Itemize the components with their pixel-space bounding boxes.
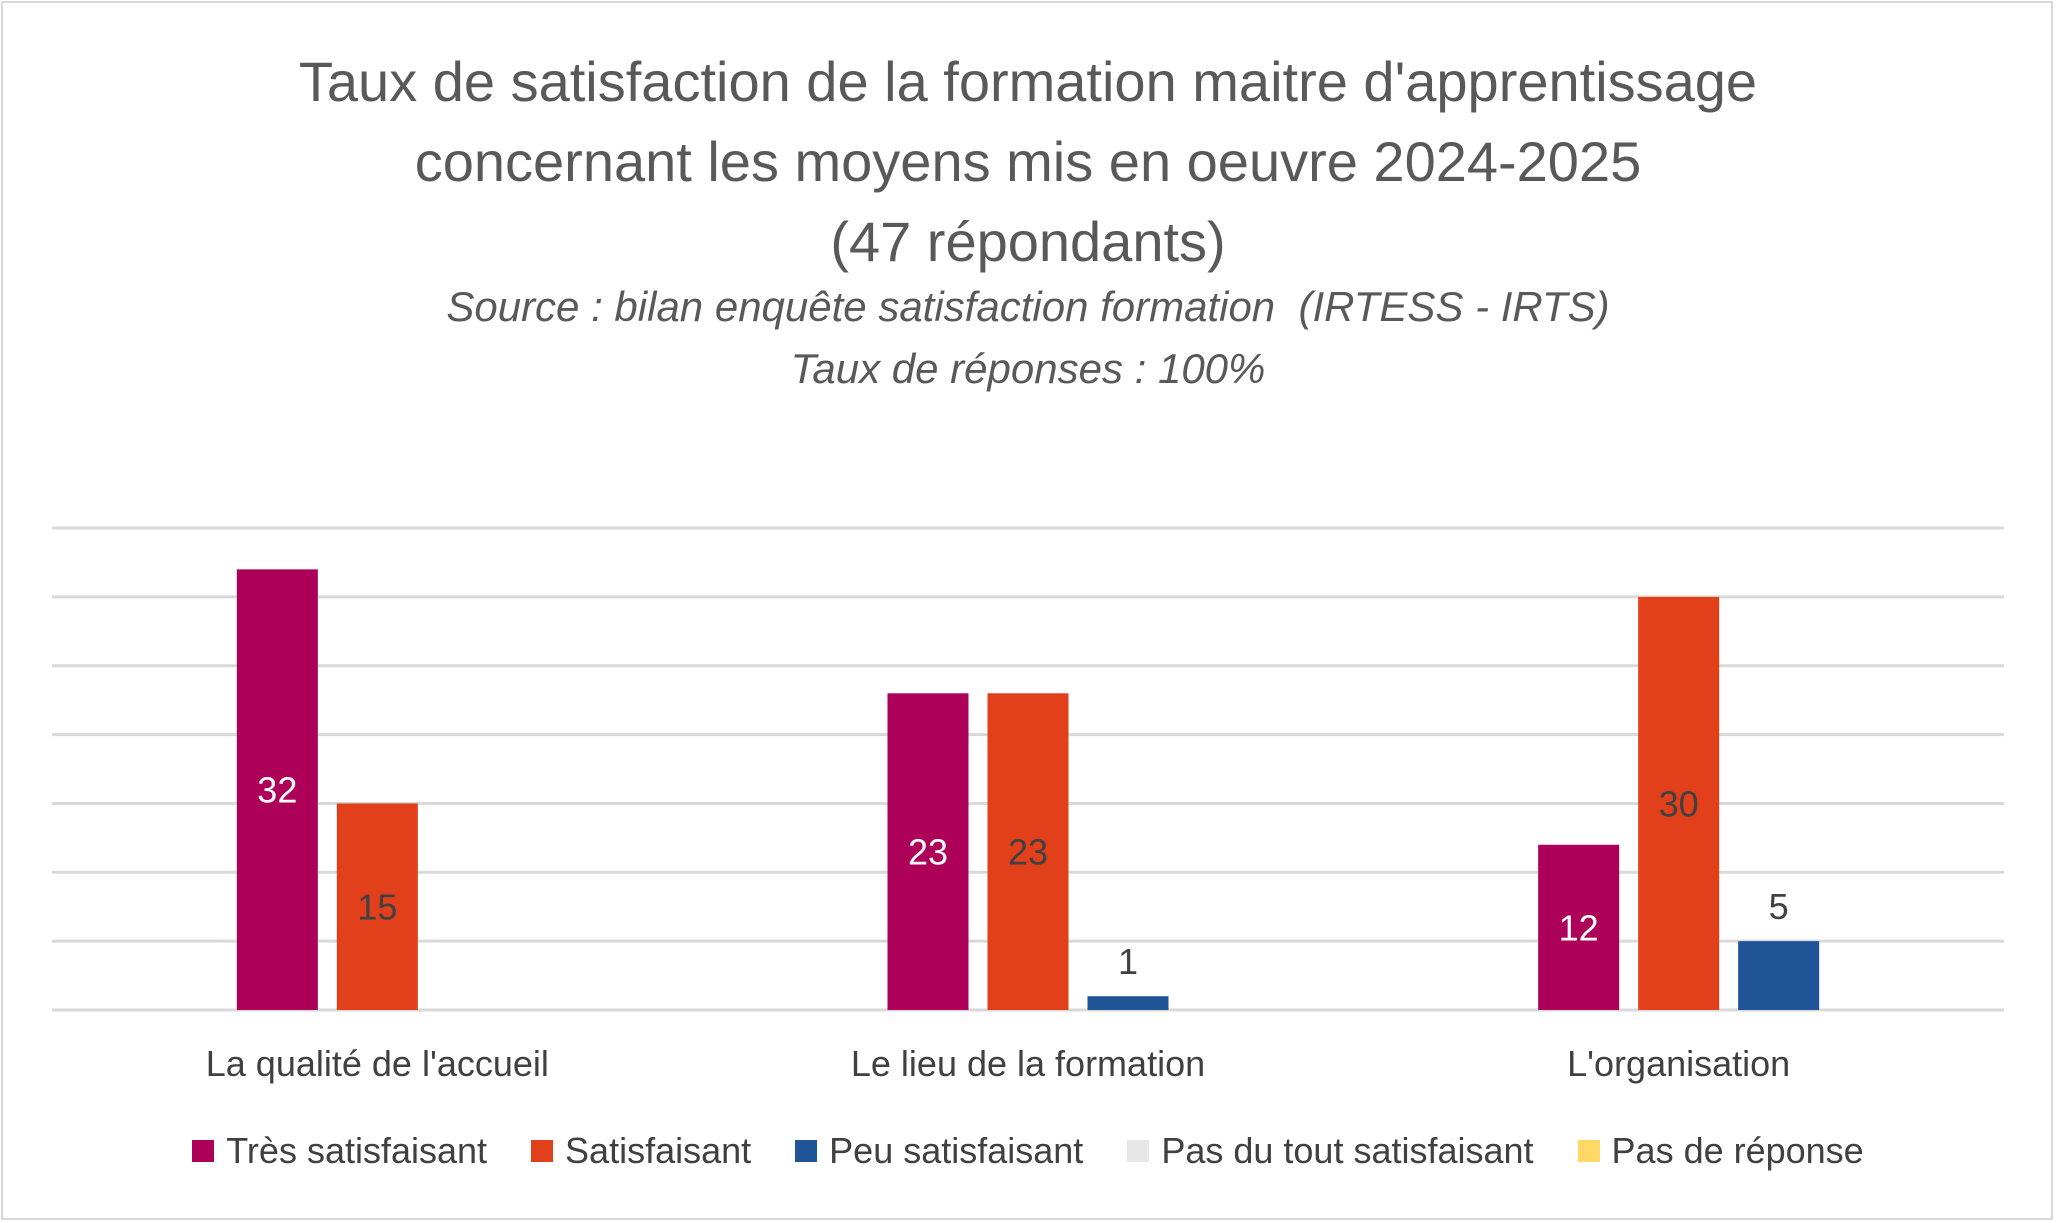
legend-entry: Très satisfaisant [192,1130,487,1172]
chart-title-line-1: Taux de satisfaction de la formation mai… [298,50,1758,113]
legend-entry: Peu satisfaisant [795,1130,1083,1172]
data-label: 30 [1659,783,1699,824]
legend-label: Pas du tout satisfaisant [1161,1130,1534,1171]
bar-tr-s-satisfaisant [236,569,318,1010]
chart-subtitle-response-rate: Taux de réponses : 100% [790,345,1266,392]
data-label: 1 [1118,941,1138,982]
bar-satisfaisant [1638,596,1720,1010]
bar-peu-satisfaisant [1087,996,1169,1010]
bar-tr-s-satisfaisant [1538,844,1620,1010]
legend-swatch [795,1140,818,1162]
legend-swatch [531,1140,554,1162]
legend-label: Pas de réponse [1611,1130,1864,1171]
data-label: 15 [357,887,397,928]
legend-label: Satisfaisant [565,1130,752,1171]
data-label: 5 [1769,886,1789,927]
legend-entry: Satisfaisant [531,1130,751,1172]
legend-label: Peu satisfaisant [829,1130,1084,1171]
legend-label: Très satisfaisant [226,1130,488,1171]
legend-entry: Pas du tout satisfaisant [1127,1130,1534,1172]
legend-swatch [192,1140,215,1162]
data-label: 23 [1008,832,1048,873]
chart-title-line-3: (47 répondants) [830,210,1226,273]
data-label: 12 [1559,907,1599,948]
legend-swatch [1577,1140,1600,1162]
chart-subtitle: Source : bilan enquête satisfaction form… [0,276,2056,400]
x-tick-label: Le lieu de la formation [851,1043,1205,1084]
bar-satisfaisant [987,693,1069,1010]
data-label: 23 [908,832,948,873]
chart-title: Taux de satisfaction de la formation mai… [0,42,2056,282]
bar-peu-satisfaisant [1738,941,1820,1010]
chart-subtitle-source: Source : bilan enquête satisfaction form… [446,283,1610,330]
x-tick-label: L'organisation [1567,1043,1790,1084]
bar-satisfaisant [336,803,418,1010]
bar-tr-s-satisfaisant [887,693,969,1010]
x-tick-label: La qualité de l'accueil [206,1043,549,1084]
legend-entry: Pas de réponse [1577,1130,1864,1172]
data-label: 32 [257,770,297,811]
legend-swatch [1127,1140,1150,1162]
chart-legend: Très satisfaisant Satisfaisant Peu satisfa… [0,1130,2056,1172]
chart-title-line-2: concernant les moyens mis en oeuvre 2024… [414,130,1642,193]
